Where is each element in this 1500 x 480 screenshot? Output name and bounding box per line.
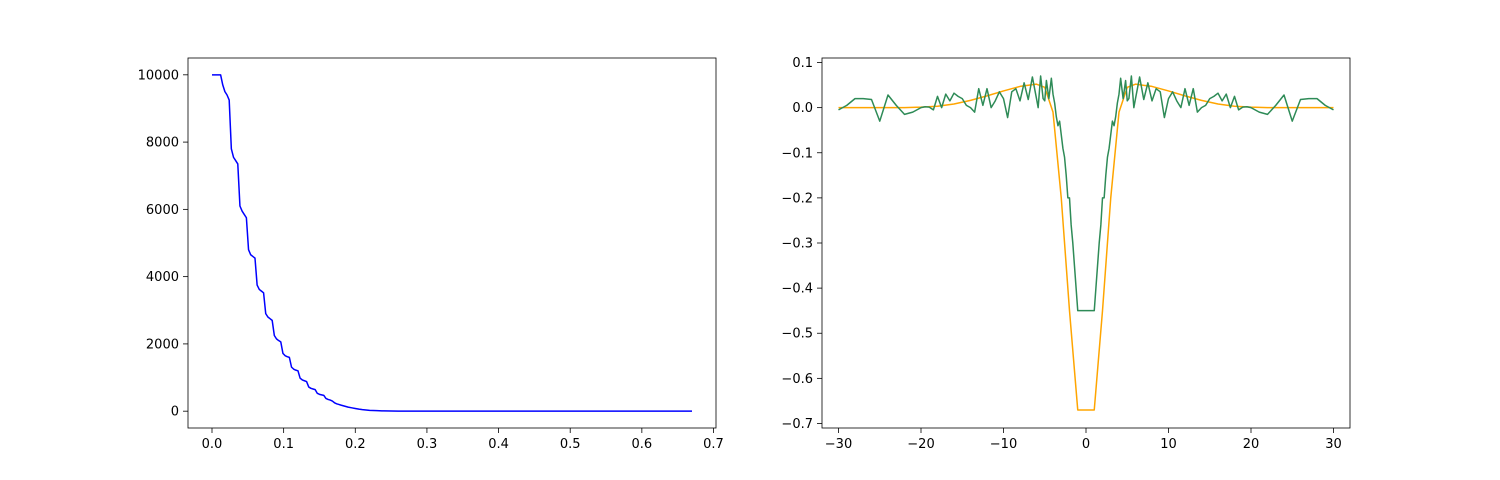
left-chart: 0.0 0.1 0.2 0.3 0.4 0.5 0.6 0.7 0 2000 4000 6000 800…	[138, 57, 724, 452]
right-x-tick-label: −20	[907, 437, 934, 452]
right-x-tick-label: 30	[1325, 437, 1342, 452]
left-y-tick-label: 0	[171, 405, 179, 420]
left-y-tick-label: 4000	[146, 270, 179, 285]
left-y-tick-label: 10000	[138, 68, 179, 83]
right-y-tick-label: 0.1	[792, 56, 813, 71]
left-x-tick-label: 0.6	[632, 437, 653, 452]
right-x-tick-label: −30	[825, 437, 852, 452]
right-x-tick-label: −10	[990, 437, 1017, 452]
left-x-tick-label: 0.7	[703, 437, 724, 452]
left-series-decay-line	[212, 74, 692, 412]
right-series-noisy-line	[838, 75, 1334, 312]
right-y-tick-label: −0.1	[781, 146, 813, 161]
left-x-tick-label: 0.3	[417, 437, 438, 452]
right-series-smooth-line	[838, 83, 1334, 411]
left-axes-frame	[187, 57, 717, 429]
right-y-tick-label: −0.6	[781, 372, 813, 387]
left-y-tick-label: 6000	[146, 203, 179, 218]
right-x-tick-label: 10	[1160, 437, 1177, 452]
left-x-tick-label: 0.4	[488, 437, 509, 452]
right-y-tick-label: −0.2	[781, 191, 813, 206]
right-y-tick-label: −0.4	[781, 282, 813, 297]
left-y-tick-label: 8000	[146, 136, 179, 151]
left-x-tick-label: 0.0	[202, 437, 223, 452]
right-y-tick-label: −0.5	[781, 327, 813, 342]
right-chart: −30 −20 −10 0 10 20 30 0.1 0.0 −0.1 −0.2 −0.3 −0.4 −0…	[781, 56, 1351, 452]
right-x-tick-label: 0	[1082, 437, 1090, 452]
right-y-tick-label: 0.0	[792, 101, 813, 116]
left-x-tick-label: 0.1	[273, 437, 294, 452]
left-x-tick-label: 0.5	[560, 437, 581, 452]
right-y-tick-label: −0.7	[781, 417, 813, 432]
left-x-tick-label: 0.2	[345, 437, 366, 452]
right-y-tick-label: −0.3	[781, 237, 813, 252]
left-y-tick-label: 2000	[146, 337, 179, 352]
right-x-tick-label: 20	[1243, 437, 1260, 452]
